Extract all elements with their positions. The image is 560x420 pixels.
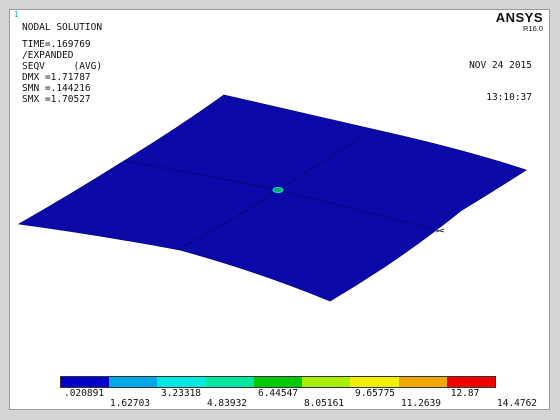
edge-marker xyxy=(435,228,445,233)
legend-swatch xyxy=(253,377,303,387)
clock-label: 13:10:37 xyxy=(486,91,532,103)
legend-swatch xyxy=(109,377,158,387)
legend-label-top: 6.44547 xyxy=(257,388,299,399)
legend-label-bottom: 8.05161 xyxy=(303,398,345,409)
legend-label-bottom: 14.4762 xyxy=(496,398,538,409)
contour-legend-bar xyxy=(60,376,496,388)
graphics-window[interactable]: 1 ANSYS R16.0 NODAL SOLUTION TIME=.16976… xyxy=(9,9,550,410)
legend-label-bottom: 1.62703 xyxy=(109,398,151,409)
legend-label-top: 3.23318 xyxy=(160,388,202,399)
plate-surface xyxy=(17,94,527,302)
deformed-plate-model[interactable] xyxy=(10,10,549,409)
legend-swatch xyxy=(446,377,495,387)
dmx-label: DMX =1.71787 xyxy=(22,72,91,83)
legend-label-bottom: 11.2639 xyxy=(400,398,442,409)
datetime-stamp: NOV 24 2015 13:10:37 xyxy=(469,40,532,124)
legend-label-top: .020891 xyxy=(63,388,105,399)
time-label: TIME=.169769 xyxy=(22,39,91,50)
legend-swatch xyxy=(61,377,110,387)
result-label: SEQV (AVG) xyxy=(22,61,103,72)
legend-swatch xyxy=(157,377,206,387)
legend-swatch xyxy=(350,377,399,387)
logo-release: R16.0 xyxy=(522,24,543,33)
legend-label-top: 9.65775 xyxy=(354,388,396,399)
legend-swatch xyxy=(302,377,351,387)
legend-label-bottom: 4.83932 xyxy=(206,398,248,409)
legend-swatch xyxy=(398,377,447,387)
legend-swatch xyxy=(205,377,254,387)
view-label: /EXPANDED xyxy=(22,50,74,61)
logo-brand: ANSYS xyxy=(495,10,543,25)
window-number: 1 xyxy=(14,10,19,19)
date-label: NOV 24 2015 xyxy=(469,60,532,71)
legend-label-top: 12.87 xyxy=(450,388,480,399)
plot-title: NODAL SOLUTION xyxy=(22,22,103,33)
center-node-marker xyxy=(272,187,284,193)
ansys-logo: ANSYS R16.0 xyxy=(496,11,543,33)
smx-label: SMX =1.70527 xyxy=(22,94,91,105)
smn-label: SMN =.144216 xyxy=(22,83,91,94)
